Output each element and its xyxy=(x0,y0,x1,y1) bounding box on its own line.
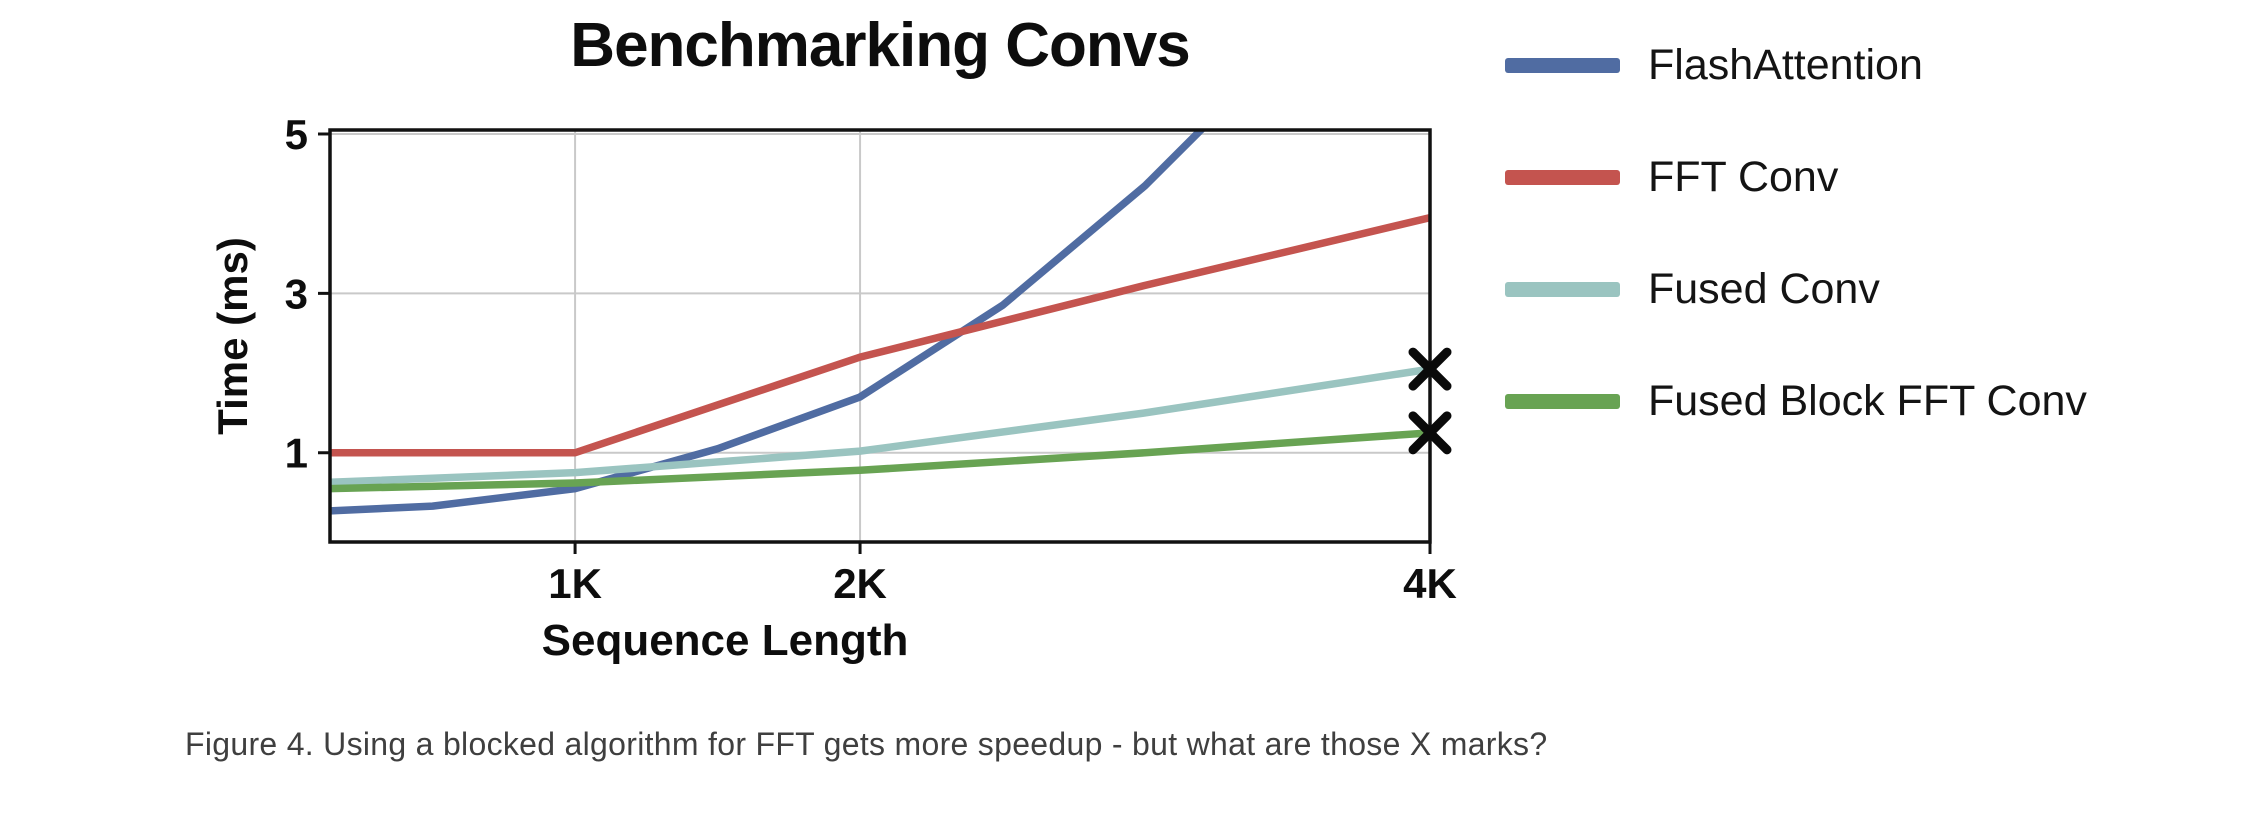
legend-item-fused-conv: Fused Conv xyxy=(1505,264,2087,313)
series-line-fused-conv xyxy=(330,365,1430,486)
legend-swatch-fused-conv xyxy=(1505,281,1620,297)
x-tick-label: 1K xyxy=(548,560,602,607)
y-tick-label: 3 xyxy=(285,270,308,317)
series-line-fft-conv xyxy=(330,213,1430,457)
x-tick-label: 2K xyxy=(833,560,887,607)
plot-border xyxy=(328,128,1432,544)
x-axis-label: Sequence Length xyxy=(541,616,909,665)
legend-item-flashattention: FlashAttention xyxy=(1505,40,2087,89)
x-mark-fused-block-fft-conv xyxy=(1408,411,1452,455)
legend-label: FlashAttention xyxy=(1648,40,1923,89)
y-tick-label: 1 xyxy=(285,430,308,477)
x-mark-fused-conv xyxy=(1408,347,1452,391)
legend-item-fused-block-fft-conv: Fused Block FFT Conv xyxy=(1505,376,2087,425)
x-tick-label: 4K xyxy=(1403,560,1457,607)
legend-swatch-fft-conv xyxy=(1505,169,1620,185)
legend-swatch-fused-block-fft-conv xyxy=(1505,393,1620,409)
figure-caption: Figure 4. Using a blocked algorithm for … xyxy=(185,726,1548,762)
series-line-flashattention xyxy=(330,130,1207,515)
line-chart: 1K 2K 4K 1 3 5 xyxy=(285,115,1457,607)
legend-label: FFT Conv xyxy=(1648,152,1839,201)
legend-label: Fused Block FFT Conv xyxy=(1648,376,2087,425)
legend-item-fft-conv: FFT Conv xyxy=(1505,152,2087,201)
legend-swatch-flashattention xyxy=(1505,57,1620,73)
series-line-fused-block-fft-conv xyxy=(330,429,1430,493)
legend: FlashAttention FFT Conv Fused Conv Fused Bl… xyxy=(1505,40,2087,425)
legend-label: Fused Conv xyxy=(1648,264,1880,313)
y-tick-label: 5 xyxy=(285,115,308,158)
chart-title: Benchmarking Convs xyxy=(570,11,1190,80)
